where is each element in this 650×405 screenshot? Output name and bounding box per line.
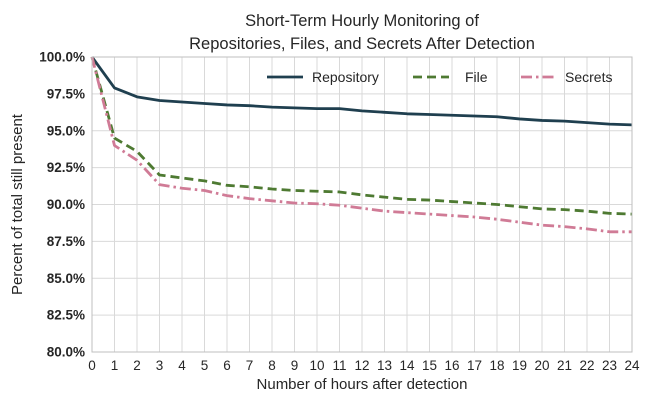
x-tick-label: 3 [156,358,164,373]
x-tick-label: 16 [444,358,459,373]
x-tick-label: 17 [467,358,482,373]
chart-title-line-2: Repositories, Files, and Secrets After D… [189,35,535,53]
x-tick-label: 12 [354,358,369,373]
x-tick-label: 5 [201,358,209,373]
plot-frame [91,56,633,353]
x-tick-label: 22 [579,358,594,373]
x-tick-label: 4 [178,358,186,373]
x-tick-label: 19 [512,358,527,373]
x-axis-ticks: 0 1 2 3 4 5 6 7 8 9 10 11 12 13 14 15 16 17 18 19 20 21 22 23 24 [88,358,640,373]
y-tick-label: 90.0% [47,197,85,212]
legend-label-repository: Repository [312,69,379,85]
legend-label-secrets: Secrets [565,69,612,85]
x-tick-label: 1 [111,358,119,373]
x-tick-label: 11 [332,358,346,373]
y-tick-label: 100.0% [39,50,85,65]
chart-title-line-1: Short-Term Hourly Monitoring of [245,12,479,30]
y-tick-label: 92.5% [47,160,85,175]
y-tick-label: 85.0% [47,271,85,286]
series-line-repository [90,56,633,127]
legend-label-file: File [465,69,488,85]
x-tick-label: 7 [246,358,254,373]
y-tick-label: 95.0% [47,123,85,138]
x-axis-label: Number of hours after detection [257,376,468,393]
x-tick-label: 21 [557,358,572,373]
y-axis-label: Percent of total still present [9,113,26,295]
legend: Repository File Secrets [267,69,612,85]
x-tick-label: 9 [291,358,299,373]
series-lines [90,56,633,234]
x-tick-label: 14 [399,358,415,373]
x-tick-label: 0 [88,358,96,373]
x-tick-label: 20 [534,358,549,373]
y-tick-label: 87.5% [47,234,85,249]
y-tick-label: 82.5% [47,308,85,323]
series-line-secrets [90,56,632,234]
y-tick-label: 97.5% [47,86,85,101]
x-tick-label: 8 [268,358,276,373]
x-tick-label: 13 [377,358,392,373]
x-tick-label: 2 [133,358,141,373]
x-tick-label: 24 [624,358,640,373]
y-tick-label: 80.0% [47,345,85,360]
x-tick-label: 10 [309,358,324,373]
y-axis-ticks: 80.0% 82.5% 85.0% 87.5% 90.0% 92.5% 95.0% 97.5%… [39,50,85,360]
x-tick-label: 15 [422,358,437,373]
x-tick-label: 23 [602,358,617,373]
x-tick-label: 6 [223,358,231,373]
x-tick-label: 18 [489,358,504,373]
